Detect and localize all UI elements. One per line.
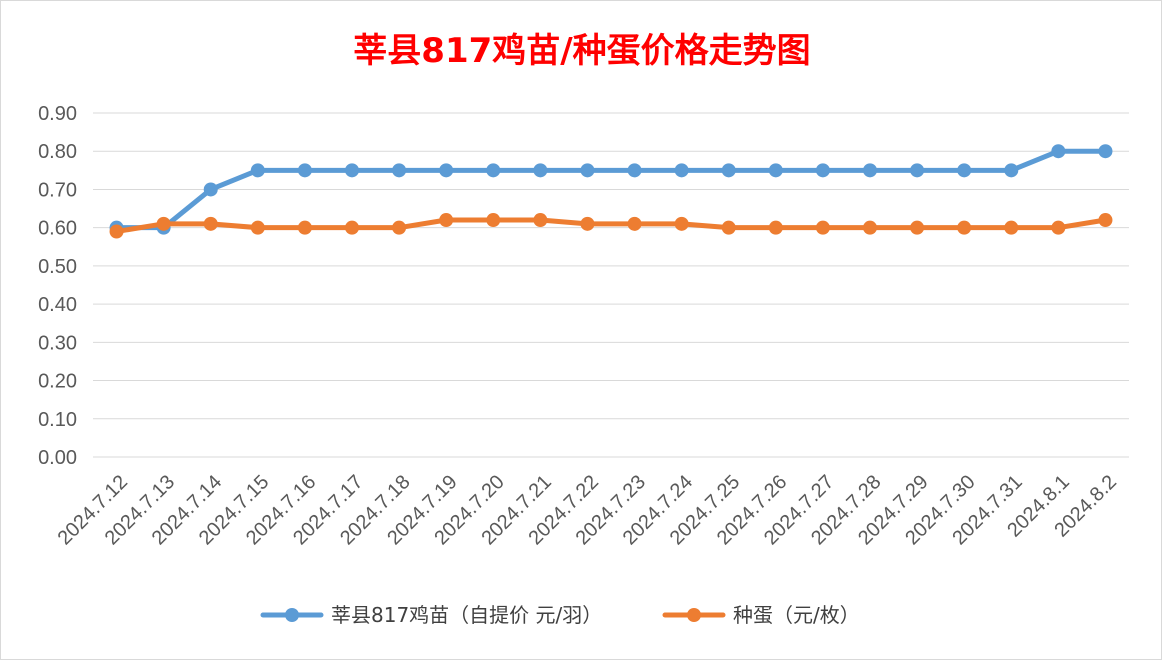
data-point (345, 163, 359, 178)
data-point (439, 163, 454, 178)
data-point (439, 213, 454, 228)
data-point (957, 163, 972, 178)
y-tick-label: 0.50 (38, 256, 77, 278)
legend-marker-1 (687, 608, 701, 622)
legend-label-0: 莘县817鸡苗（自提价 元/羽） (331, 603, 602, 627)
data-point (533, 163, 548, 178)
data-point (345, 220, 359, 235)
data-point (863, 220, 877, 235)
y-tick-label: 0.20 (38, 371, 77, 393)
data-point (533, 213, 548, 228)
data-point (627, 163, 642, 178)
data-point (297, 163, 312, 178)
y-tick-label: 0.80 (38, 141, 77, 163)
data-point (1098, 213, 1113, 228)
y-tick-label: 0.90 (38, 103, 77, 125)
data-point (250, 163, 265, 178)
chart-title: 莘县817鸡苗/种蛋价格走势图 (353, 31, 811, 71)
data-point (957, 220, 972, 235)
data-point (627, 216, 642, 231)
data-point (580, 216, 595, 231)
data-point (721, 163, 736, 178)
data-point (203, 216, 218, 231)
data-point (721, 220, 736, 235)
legend-label-1: 种蛋（元/枚） (733, 603, 860, 627)
y-tick-label: 0.30 (38, 332, 77, 354)
data-point (815, 163, 830, 178)
y-tick-label: 0.60 (38, 218, 77, 240)
series-line-1 (114, 217, 1108, 234)
y-tick-label: 0.70 (38, 179, 77, 201)
data-point (768, 163, 783, 178)
data-point (768, 220, 783, 235)
data-point (250, 220, 265, 235)
y-tick-label: 0.10 (38, 409, 77, 431)
data-point (580, 163, 595, 178)
data-point (486, 213, 501, 228)
data-point (156, 216, 171, 231)
data-point (674, 163, 689, 178)
data-point (1051, 220, 1066, 235)
data-point (1051, 144, 1066, 159)
data-point (203, 182, 218, 197)
data-point (1098, 144, 1113, 159)
data-point (1004, 163, 1019, 178)
data-point (297, 220, 312, 235)
data-point (910, 163, 925, 178)
y-tick-label: 0.40 (38, 294, 77, 316)
data-point (392, 163, 407, 178)
data-point (109, 224, 124, 239)
data-point (910, 220, 925, 235)
series-line-0 (114, 148, 1108, 231)
legend-marker-0 (285, 608, 299, 622)
data-point (674, 216, 689, 231)
data-point (863, 163, 877, 178)
data-point (392, 220, 407, 235)
data-point (1004, 220, 1019, 235)
y-tick-label: 0.00 (38, 447, 77, 469)
data-point (486, 163, 501, 178)
data-point (815, 220, 830, 235)
